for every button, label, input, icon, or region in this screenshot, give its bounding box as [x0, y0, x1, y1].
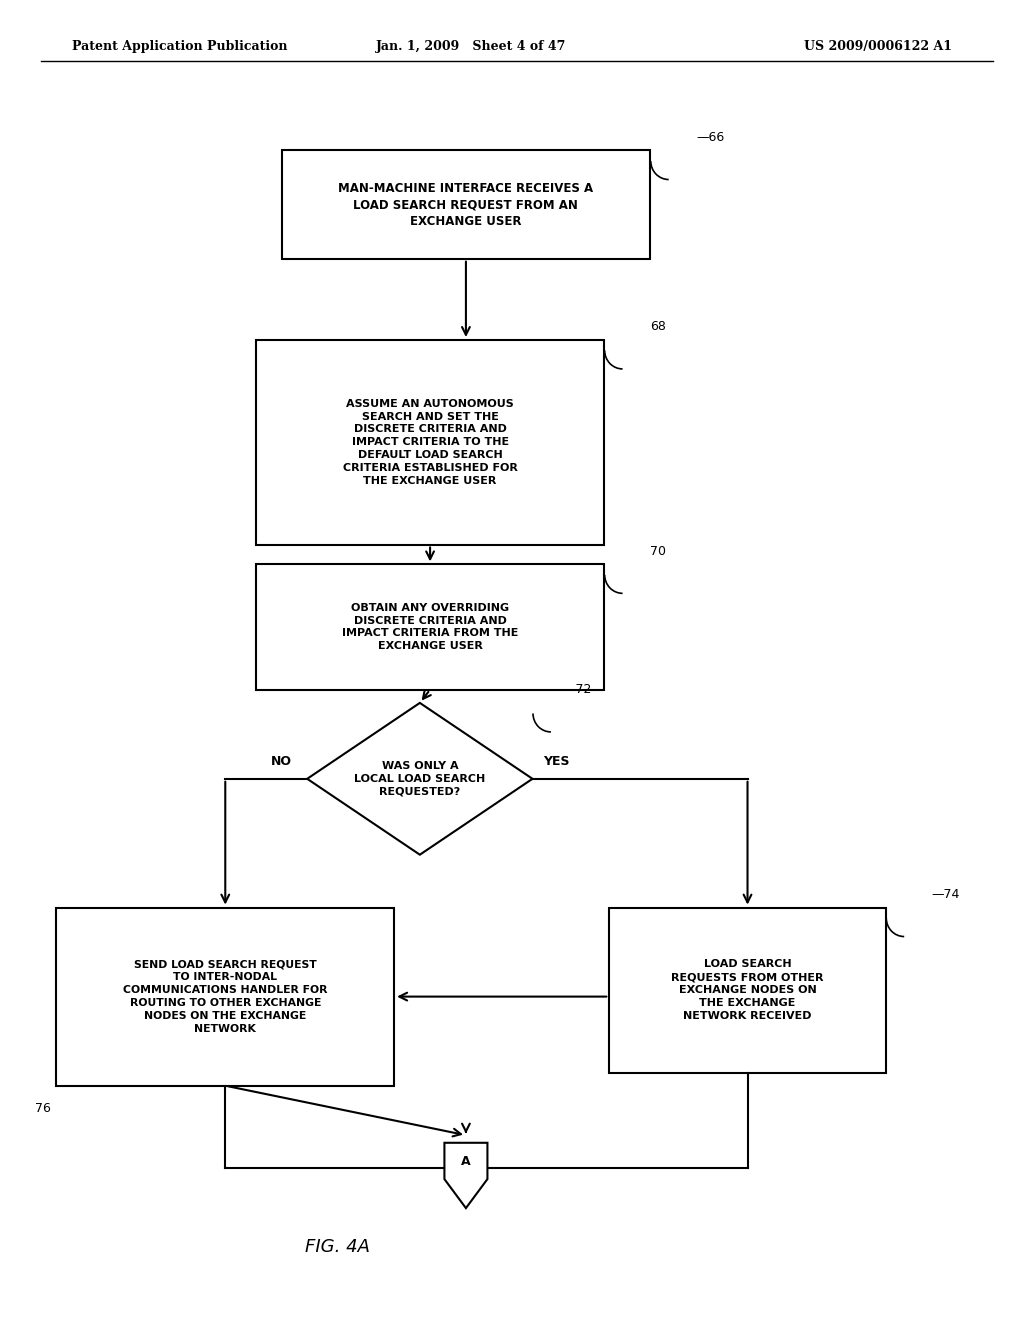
Text: YES: YES	[543, 755, 569, 768]
Polygon shape	[307, 704, 532, 855]
Bar	[256, 339, 604, 544]
Polygon shape	[444, 1143, 487, 1208]
Text: —72: —72	[563, 684, 592, 697]
Text: US 2009/0006122 A1: US 2009/0006122 A1	[804, 40, 952, 53]
Text: SEND LOAD SEARCH REQUEST
TO INTER-NODAL
COMMUNICATIONS HANDLER FOR
ROUTING TO OT: SEND LOAD SEARCH REQUEST TO INTER-NODAL …	[123, 960, 328, 1034]
Text: FIG. 4A: FIG. 4A	[305, 1238, 371, 1257]
Bar	[609, 908, 886, 1072]
Text: NO: NO	[270, 755, 292, 768]
Text: ASSUME AN AUTONOMOUS
SEARCH AND SET THE
DISCRETE CRITERIA AND
IMPACT CRITERIA TO: ASSUME AN AUTONOMOUS SEARCH AND SET THE …	[343, 399, 517, 486]
Text: 68: 68	[650, 321, 667, 333]
Text: LOAD SEARCH
REQUESTS FROM OTHER
EXCHANGE NODES ON
THE EXCHANGE
NETWORK RECEIVED: LOAD SEARCH REQUESTS FROM OTHER EXCHANGE…	[672, 960, 823, 1020]
Text: MAN-MACHINE INTERFACE RECEIVES A
LOAD SEARCH REQUEST FROM AN
EXCHANGE USER: MAN-MACHINE INTERFACE RECEIVES A LOAD SE…	[338, 182, 594, 227]
Bar	[256, 565, 604, 689]
Text: Jan. 1, 2009   Sheet 4 of 47: Jan. 1, 2009 Sheet 4 of 47	[376, 40, 566, 53]
Text: —74: —74	[932, 888, 961, 900]
Text: Patent Application Publication: Patent Application Publication	[72, 40, 287, 53]
Bar	[56, 908, 394, 1085]
Text: 76: 76	[35, 1101, 51, 1114]
Text: OBTAIN ANY OVERRIDING
DISCRETE CRITERIA AND
IMPACT CRITERIA FROM THE
EXCHANGE US: OBTAIN ANY OVERRIDING DISCRETE CRITERIA …	[342, 603, 518, 651]
Text: —66: —66	[696, 131, 725, 144]
Text: WAS ONLY A
LOCAL LOAD SEARCH
REQUESTED?: WAS ONLY A LOCAL LOAD SEARCH REQUESTED?	[354, 762, 485, 796]
Bar	[282, 150, 650, 259]
Text: A: A	[461, 1155, 471, 1168]
Text: 70: 70	[650, 545, 667, 557]
